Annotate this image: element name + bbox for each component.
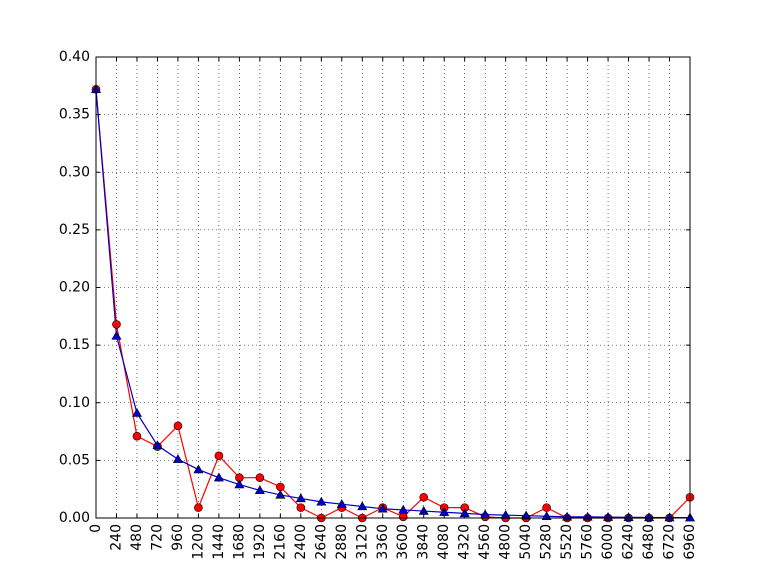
series-2-point <box>664 512 675 522</box>
series-2-point <box>152 440 163 450</box>
series-2-point <box>131 408 142 417</box>
series-2-point <box>213 472 224 482</box>
series-1-point <box>112 320 121 329</box>
series-2-point <box>234 479 245 489</box>
series-2-point <box>623 512 634 521</box>
x-tick-label: 4080 <box>436 524 452 560</box>
series-2-point <box>357 501 368 511</box>
series-2-point <box>377 503 388 513</box>
series-2-point <box>111 330 122 340</box>
x-tick-label: 5280 <box>539 524 555 560</box>
x-tick-label: 1920 <box>252 524 268 560</box>
x-tick-label: 4560 <box>477 524 493 560</box>
x-tick-label: 6480 <box>641 524 657 560</box>
x-tick-label: 6240 <box>621 524 637 560</box>
series-1-point <box>132 431 142 441</box>
x-tick-label: 5520 <box>559 524 575 560</box>
y-tick-label: 0.35 <box>59 107 90 123</box>
x-tick-label: 2400 <box>293 524 309 560</box>
x-tick-label: 1200 <box>190 524 206 560</box>
x-tick-label: 5760 <box>580 524 596 560</box>
series-2-point <box>439 507 450 516</box>
series-1-point <box>173 421 183 431</box>
series-1-point <box>419 492 429 502</box>
y-tick-label: 0.10 <box>59 395 90 411</box>
series-2-point <box>459 508 470 518</box>
series-2-point <box>295 493 306 503</box>
x-tick-label: 6720 <box>662 524 678 560</box>
x-tick-label: 2880 <box>334 524 350 560</box>
x-tick-label: 4800 <box>498 524 514 560</box>
x-tick-label: 720 <box>149 524 165 551</box>
x-tick-label: 960 <box>170 524 186 551</box>
y-tick-label: 0.40 <box>59 49 90 65</box>
series-2-point <box>644 512 655 522</box>
series-2-point <box>316 496 327 506</box>
series-1-point <box>296 503 306 512</box>
y-tick-label: 0.30 <box>59 164 90 180</box>
x-tick-label: 3360 <box>375 524 391 560</box>
x-tick-label: 6000 <box>600 524 616 560</box>
y-tick-label: 0.15 <box>59 337 90 353</box>
x-tick-label: 4320 <box>457 524 473 560</box>
x-tick-label: 240 <box>108 524 124 551</box>
series-2-point <box>254 485 265 495</box>
x-tick-label: 3600 <box>395 524 411 560</box>
x-tick-label: 1440 <box>211 524 227 560</box>
series-2-point <box>418 505 429 515</box>
x-tick-label: 2160 <box>272 524 288 560</box>
x-tick-label: 3120 <box>354 524 370 560</box>
y-tick-label: 0.25 <box>59 222 90 238</box>
series-2-point <box>336 499 347 508</box>
plot-frame <box>95 56 691 519</box>
series-2-point <box>172 454 183 463</box>
series-1-point <box>276 482 285 492</box>
x-tick-label: 3840 <box>416 524 432 560</box>
x-tick-label: 480 <box>129 524 145 551</box>
series-1-point <box>214 451 224 461</box>
x-tick-label: 5040 <box>518 524 534 560</box>
series-2-point <box>193 464 204 474</box>
y-tick-label: 0.20 <box>59 280 90 296</box>
series-1-point <box>398 512 408 522</box>
series-1-point <box>194 503 203 512</box>
series-2-point <box>275 489 286 499</box>
y-tick-label: 0.00 <box>59 510 90 526</box>
series-1-point <box>255 473 265 482</box>
x-tick-label: 1680 <box>231 524 247 560</box>
x-tick-label: 0 <box>88 524 104 533</box>
series-1-point <box>542 503 551 512</box>
x-tick-label: 6960 <box>682 524 698 560</box>
series-2-point <box>521 510 532 520</box>
y-tick-label: 0.05 <box>59 452 90 468</box>
x-tick-label: 2640 <box>313 524 329 560</box>
series-2-point <box>398 504 409 514</box>
